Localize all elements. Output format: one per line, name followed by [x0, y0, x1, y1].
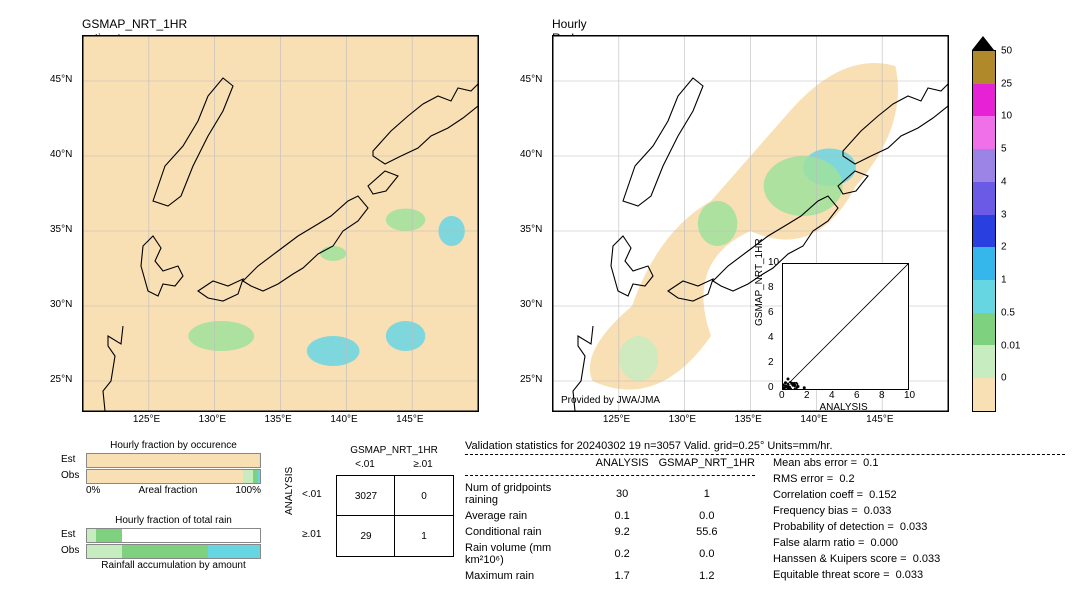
validation-metric: Correlation coeff = 0.152: [773, 487, 940, 503]
validation-metric: RMS error = 0.2: [773, 471, 940, 487]
validation-header: Validation statistics for 20240302 19 n=…: [465, 440, 1065, 455]
scatter-inset: [782, 263, 909, 390]
map-left: [82, 35, 479, 412]
occurrence-title: Hourly fraction by occurence: [86, 440, 261, 451]
validation-metric: Probability of detection = 0.033: [773, 519, 940, 535]
validation-table: ANALYSISGSMAP_NRT_1HRNum of gridpoints r…: [465, 455, 765, 584]
colorbar-arrow-icon: [972, 36, 994, 50]
totalrain-est-bar: Est: [86, 528, 261, 543]
occurrence-obs-bar: Obs: [86, 469, 261, 484]
validation-stats: Validation statistics for 20240302 19 n=…: [465, 440, 1065, 584]
validation-metric: Hanssen & Kuipers score = 0.033: [773, 551, 940, 567]
colorbar-tick: 4: [1001, 176, 1007, 187]
axis-left-label: 0%: [86, 485, 100, 496]
colorbar: 502510543210.50.010: [972, 50, 996, 412]
occurrence-est-bar: Est: [86, 453, 261, 468]
validation-metric: Equitable threat score = 0.033: [773, 567, 940, 583]
contingency-cell: 3027: [336, 475, 396, 517]
totalrain-title: Hourly fraction of total rain: [86, 515, 261, 526]
colorbar-tick: 3: [1001, 209, 1007, 220]
validation-metric: Mean abs error = 0.1: [773, 455, 940, 471]
colorbar-tick: 0: [1001, 373, 1007, 384]
colorbar-tick: 1: [1001, 275, 1007, 286]
contingency-cell: 1: [394, 515, 454, 557]
validation-metric: False alarm ratio = 0.000: [773, 535, 940, 551]
colorbar-tick: 50: [1001, 46, 1012, 57]
contingency-table: GSMAP_NRT_1HR<.01≥.01ANALYSIS<.01≥.01302…: [290, 445, 450, 575]
occurrence-bars: Hourly fraction by occurence Est Obs 0% …: [86, 440, 261, 496]
colorbar-tick: 5: [1001, 144, 1007, 155]
colorbar-tick: 0.01: [1001, 340, 1020, 351]
validation-metric: Frequency bias = 0.033: [773, 503, 940, 519]
colorbar-tick: 0.5: [1001, 307, 1015, 318]
colorbar-tick: 2: [1001, 242, 1007, 253]
totalrain-bars: Hourly fraction of total rain Est Obs Ra…: [86, 515, 261, 571]
svg-text:Provided by JWA/JMA: Provided by JWA/JMA: [561, 395, 660, 406]
colorbar-tick: 25: [1001, 78, 1012, 89]
axis-center-label: Areal fraction: [138, 485, 197, 496]
validation-metrics: Mean abs error = 0.1RMS error = 0.2Corre…: [765, 455, 940, 584]
contingency-row-header: ANALYSIS: [284, 467, 295, 515]
axis-right-label: 100%: [235, 485, 261, 496]
contingency-cell: 0: [394, 475, 454, 517]
colorbar-tick: 10: [1001, 111, 1012, 122]
contingency-col-header: GSMAP_NRT_1HR: [336, 445, 452, 456]
contingency-cell: 29: [336, 515, 396, 557]
totalrain-obs-bar: Obs: [86, 544, 261, 559]
totalrain-footer: Rainfall accumulation by amount: [86, 560, 261, 571]
